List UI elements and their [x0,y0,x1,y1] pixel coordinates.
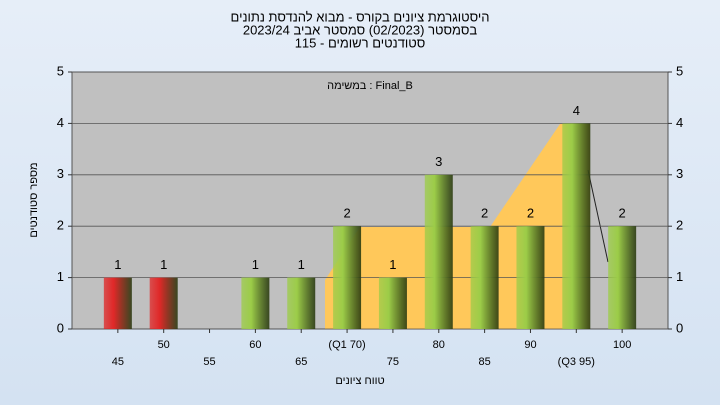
y-tick-label: 3 [57,166,64,181]
annotation: במשימה : Final_B [327,80,413,92]
y-tick-label: 0 [57,320,64,335]
bar [103,277,132,329]
data-label: 1 [389,257,396,272]
y-tick-label: 1 [57,269,64,284]
bar [516,226,545,329]
title-line: היסטוגרמת ציונים בקורס - מבוא להנדסת נתו… [231,9,490,24]
y-tick-label: 4 [57,115,64,130]
title-line: בסמסטר (02/2023) סמסטר אביב 2023/24 [243,22,478,37]
trend-line [587,169,609,263]
data-label: 1 [298,257,305,272]
data-label: 1 [160,257,167,272]
y2-tick-label: 4 [676,115,683,130]
x-tick-label: 85 [478,356,490,368]
data-label: 4 [573,103,580,118]
x-tick-label: (Q1 70) [328,339,365,351]
bar [562,123,591,330]
bar [333,226,362,329]
data-label: 1 [252,257,259,272]
bar [241,277,270,329]
data-label: 2 [527,206,534,221]
y2-tick-label: 5 [676,63,683,78]
y2-tick-label: 2 [676,218,683,233]
bar [149,277,178,329]
x-tick-label: 65 [295,356,307,368]
bar [378,277,407,329]
x-axis-label: טווח ציונים [335,375,384,387]
x-tick-label: 50 [158,339,170,351]
data-label: 2 [619,206,626,221]
bar [287,277,316,329]
y2-tick-label: 1 [676,269,683,284]
y-axis-label: מספר סטודנטים [28,162,40,237]
bar [424,174,453,329]
x-tick-label: (Q3 95) [558,356,595,368]
data-label: 1 [114,257,121,272]
x-tick-label: 90 [524,339,536,351]
data-label: 3 [435,154,442,169]
y2-tick-label: 3 [676,166,683,181]
x-tick-label: 45 [112,356,124,368]
x-tick-label: 55 [203,356,215,368]
y-tick-label: 5 [57,63,64,78]
title-line: סטודנטים רשומים - 115 [295,35,426,50]
x-tick-label: 75 [387,356,399,368]
bar [608,226,637,329]
y2-tick-label: 0 [676,320,683,335]
x-tick-label: 80 [433,339,445,351]
bar [470,226,499,329]
data-label: 2 [343,206,350,221]
y-tick-label: 2 [57,218,64,233]
x-tick-label: 100 [613,339,631,351]
x-tick-label: 60 [249,339,261,351]
data-label: 2 [481,206,488,221]
